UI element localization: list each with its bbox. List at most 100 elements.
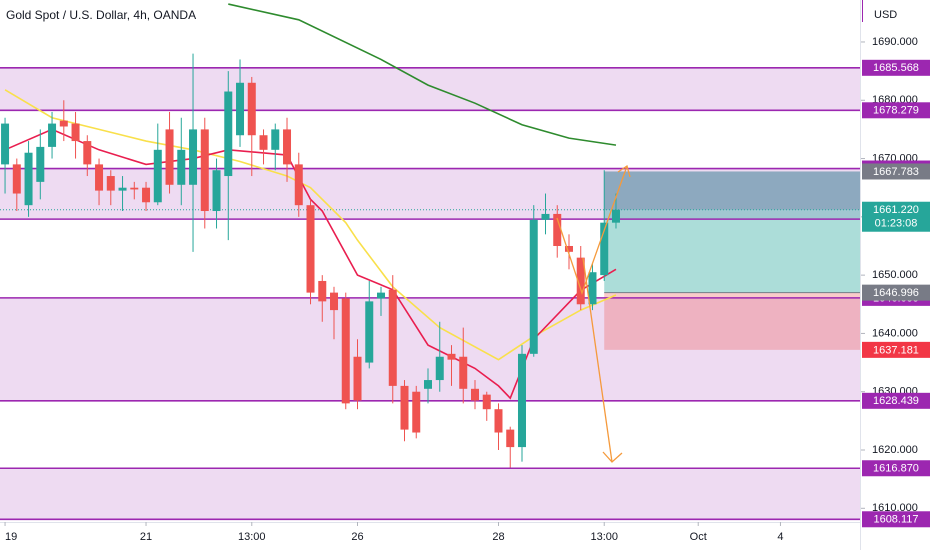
candle-body	[59, 120, 68, 127]
x-tick-label: 19	[5, 531, 17, 543]
candle-body	[212, 170, 221, 212]
level-label: 1628.439	[873, 395, 919, 407]
projection-arrow-up	[556, 165, 628, 295]
level-label-box	[862, 460, 930, 477]
projection-arrow-down	[582, 257, 613, 463]
stop-label: 1637.181	[873, 344, 919, 356]
candle-body	[459, 356, 468, 389]
entry-label-box	[862, 284, 930, 301]
level-label: 1608.117	[873, 514, 918, 526]
candle-body	[259, 135, 268, 150]
candle-body	[482, 394, 491, 410]
candle-body	[412, 391, 421, 433]
candle-body	[271, 129, 280, 150]
candle-body	[142, 187, 151, 203]
candle-body	[529, 219, 538, 354]
plot-area	[0, 3, 860, 521]
x-tick-label: 28	[492, 531, 504, 543]
candle-body	[200, 129, 209, 212]
candle-body	[435, 356, 444, 381]
candle-body	[470, 388, 479, 401]
level-label: 1685.568	[873, 62, 919, 74]
currency: USD	[874, 9, 897, 21]
y-tick-label: 1690.000	[872, 36, 918, 48]
candle-body	[71, 123, 80, 142]
current-price-box	[862, 201, 930, 232]
target-label: 1667.783	[873, 166, 919, 178]
y-tick-label: 1640.000	[872, 327, 918, 339]
candle-body	[553, 213, 562, 246]
x-tick-label: 13:00	[238, 531, 266, 543]
y-tick-label: 1620.000	[872, 444, 918, 456]
candle-body	[400, 385, 409, 430]
candle-body	[377, 292, 386, 299]
candle-body	[224, 91, 233, 177]
entry-label: 1646.996	[873, 287, 919, 299]
countdown: 01:23:08	[875, 218, 918, 230]
candle-body	[576, 257, 585, 305]
level-label-box	[862, 59, 930, 76]
candle-body	[318, 280, 327, 302]
candle-body	[388, 289, 397, 386]
candle-body	[424, 380, 433, 389]
y-tick-label: 1610.000	[872, 502, 918, 514]
candle-body	[12, 164, 21, 194]
level-label: 1678.279	[873, 105, 919, 117]
x-tick-label: Oct	[690, 531, 707, 543]
candle-body	[118, 187, 127, 191]
x-tick-label: 13:00	[590, 531, 618, 543]
candle-body	[447, 353, 456, 360]
drawings	[556, 164, 631, 463]
candle-body	[283, 129, 292, 165]
candle-body	[48, 123, 57, 147]
candle-body	[1, 123, 10, 165]
moving-average	[4, 128, 617, 400]
price-axis: 1610.0001620.0001630.0001640.0001650.000…	[861, 36, 930, 528]
moving-average	[228, 3, 617, 146]
y-tick-label: 1650.000	[872, 269, 918, 281]
candle-body	[506, 429, 515, 448]
position-stop	[604, 292, 860, 350]
candle-body	[153, 149, 162, 203]
candle-body	[36, 146, 45, 182]
level-label-box	[862, 102, 930, 119]
x-tick-label: 26	[351, 531, 363, 543]
zone	[0, 67, 860, 111]
candle-body	[611, 209, 620, 223]
candle-body	[365, 301, 374, 363]
stop-label-box	[862, 341, 930, 358]
candle-body	[353, 356, 362, 401]
candle-body	[189, 129, 198, 185]
candle-body	[494, 409, 503, 433]
candle-body	[330, 292, 339, 311]
candle-body	[95, 164, 104, 191]
position-unrealized	[604, 171, 860, 210]
candle-body	[236, 82, 245, 136]
candle-body	[588, 272, 597, 305]
candle-body	[83, 141, 92, 165]
candle-body	[517, 353, 526, 448]
candle-body	[130, 187, 139, 190]
target-label-box	[862, 163, 930, 180]
level-label-box	[862, 511, 930, 528]
candle-body	[306, 205, 315, 293]
moving-average	[4, 89, 617, 361]
candle-body	[165, 129, 174, 185]
chart-title: Gold Spot / U.S. Dollar, 4h, OANDA	[6, 8, 196, 22]
candle-body	[177, 149, 186, 185]
candle-body	[600, 222, 609, 276]
candle-body	[564, 245, 573, 252]
candle-body	[247, 82, 256, 136]
level-label-box	[862, 392, 930, 409]
candle-body	[24, 152, 33, 206]
current-price-label: 1661.220	[873, 204, 919, 216]
candle-body	[541, 213, 550, 220]
candle-body	[106, 176, 115, 191]
level-label: 1616.870	[873, 463, 919, 475]
x-tick-label: 4	[777, 531, 783, 543]
candle-body	[341, 298, 350, 404]
candle-body	[294, 164, 303, 206]
